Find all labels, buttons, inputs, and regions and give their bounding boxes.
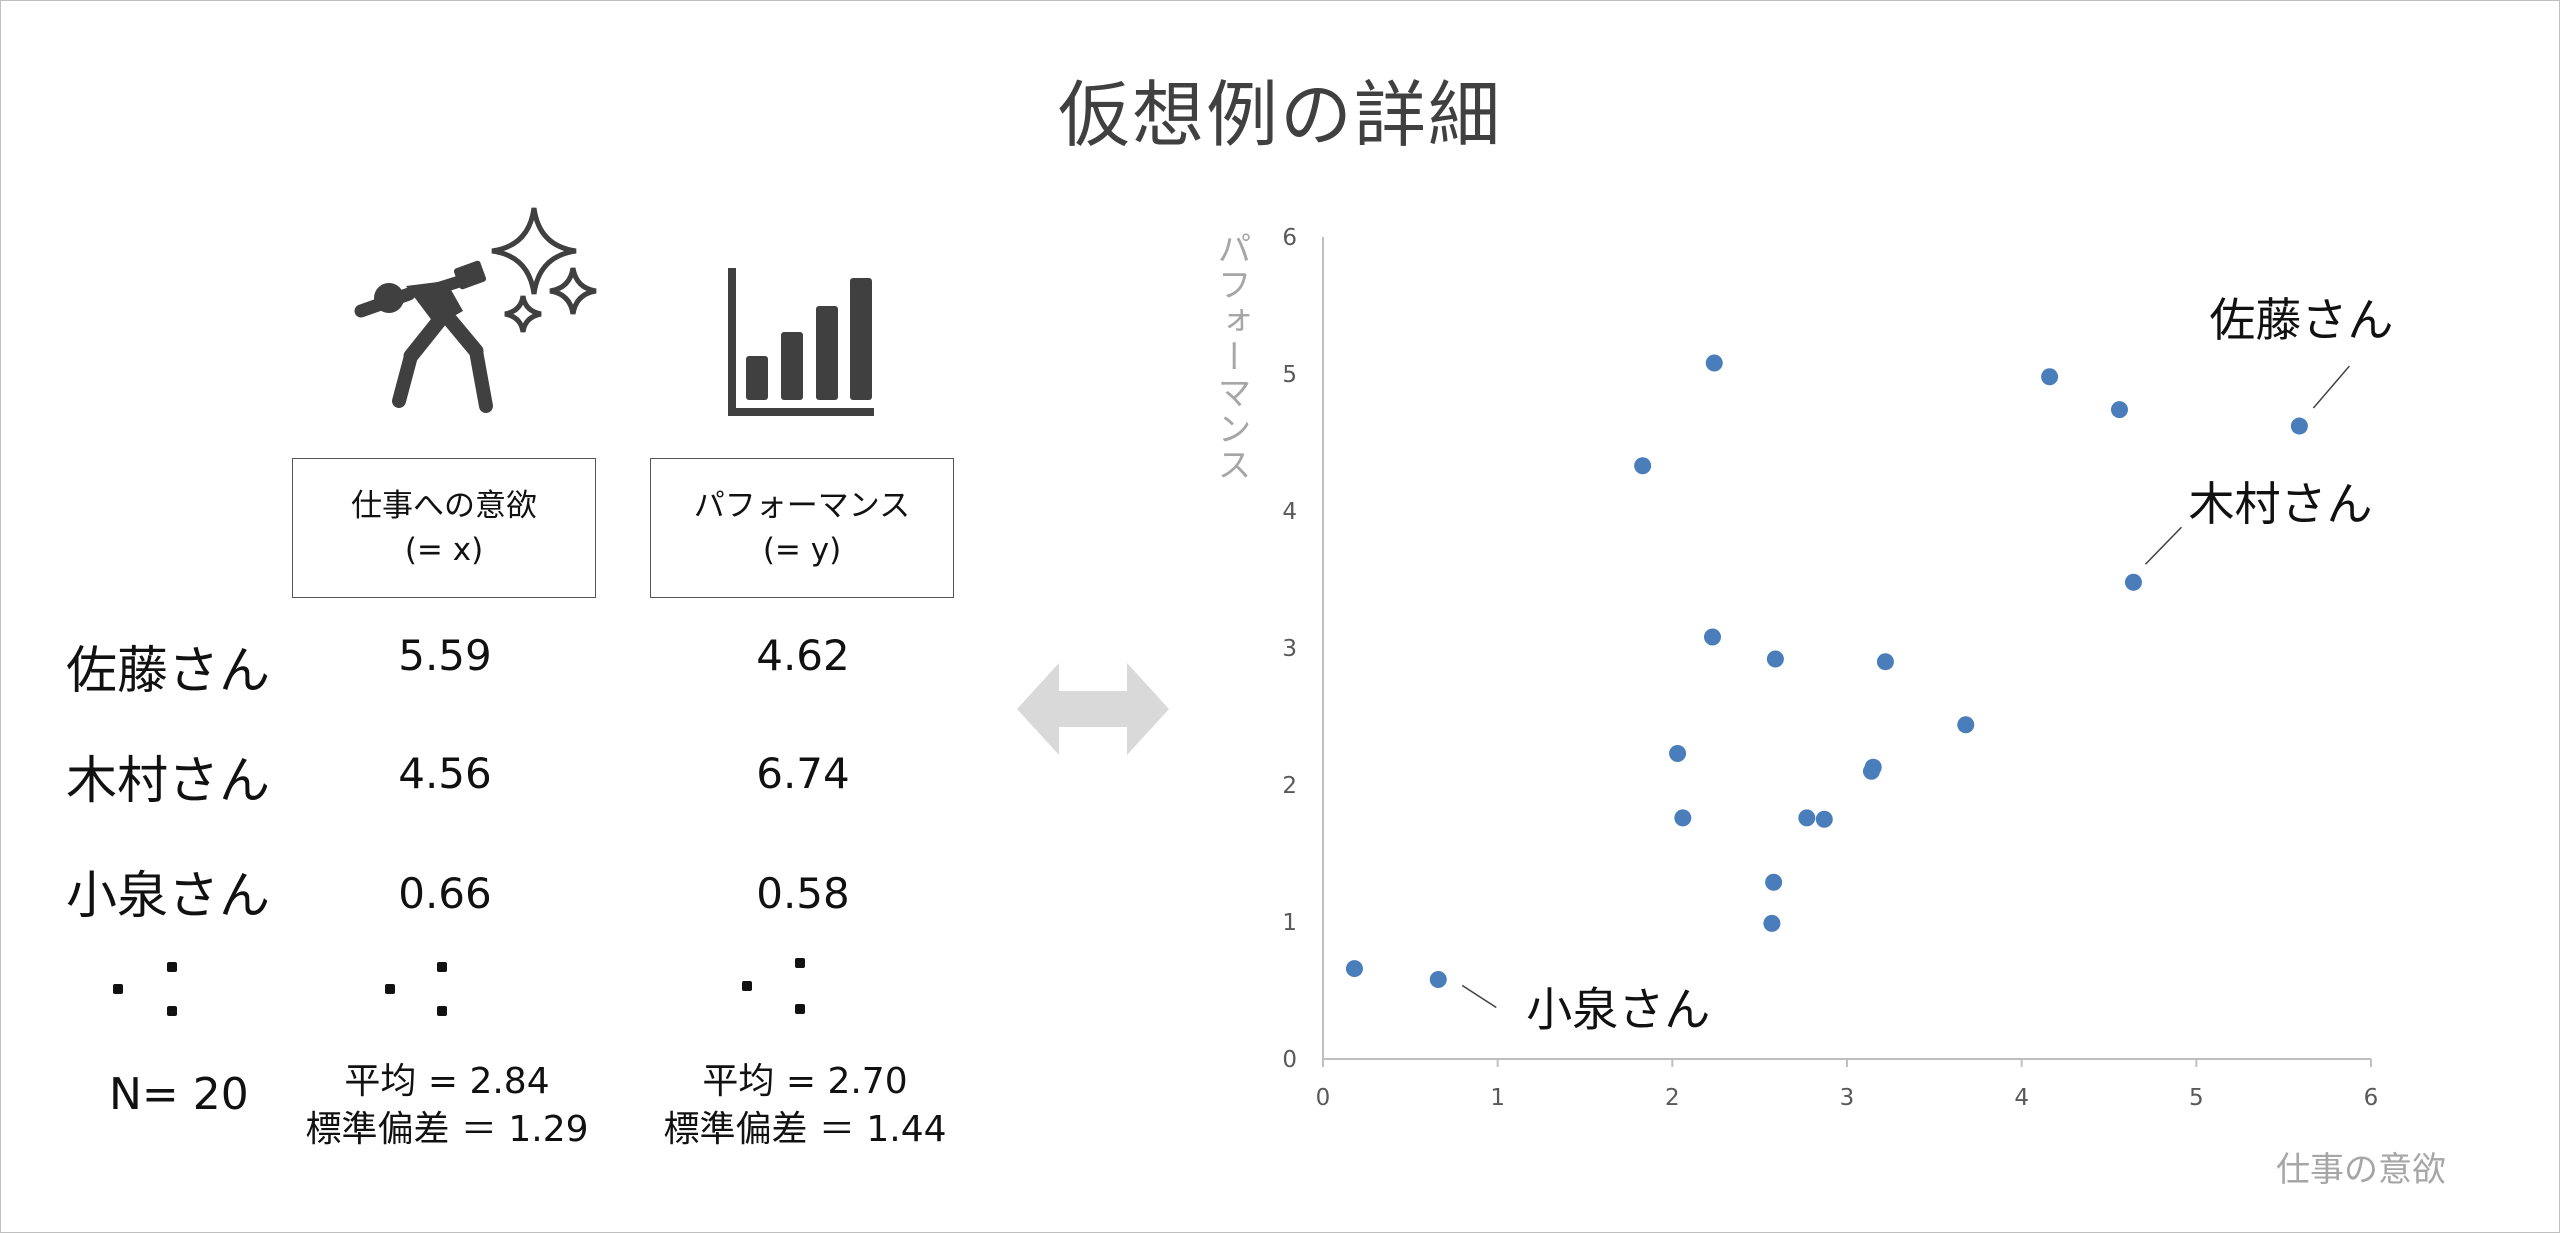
annotation-label: 佐藤さん xyxy=(2209,293,2393,347)
y-stats: 平均 = 2.70 標準偏差 ＝ 1.44 xyxy=(640,1058,970,1154)
sample-size: N= 20 xyxy=(109,1069,249,1120)
data-point xyxy=(1957,716,1975,734)
data-point xyxy=(1674,809,1692,827)
page-title: 仮想例の詳細 xyxy=(1057,73,1502,157)
header-motivation-label: 仕事への意欲 xyxy=(351,488,537,524)
y-tick-label: 6 xyxy=(1282,225,1297,251)
double-arrow-icon xyxy=(1017,663,1169,759)
data-point xyxy=(1634,457,1652,475)
x-tick-label: 5 xyxy=(2189,1085,2204,1111)
x-tick-label: 6 xyxy=(2364,1085,2379,1111)
y-tick-label: 5 xyxy=(1282,362,1297,388)
chart-points xyxy=(1345,354,2308,989)
annotation-label: 小泉さん xyxy=(1526,983,1710,1037)
header-motivation: 仕事への意欲 (= x) xyxy=(292,458,596,598)
data-point xyxy=(1669,744,1687,762)
x-mean: 平均 = 2.84 xyxy=(344,1061,550,1102)
data-point xyxy=(1798,809,1816,827)
data-point xyxy=(1429,971,1447,989)
x-stats: 平均 = 2.84 標準偏差 ＝ 1.29 xyxy=(282,1058,612,1154)
data-point xyxy=(1704,628,1722,646)
data-point xyxy=(2124,573,2142,591)
header-motivation-variable: (= x) xyxy=(404,532,484,568)
chart-axes: 0 1 2 3 4 5 6 0 1 2 3 4 5 6 xyxy=(1282,225,2378,1111)
y-tick-label: 0 xyxy=(1282,1047,1297,1073)
data-point xyxy=(2110,401,2128,419)
y-tick-label: 3 xyxy=(1282,636,1297,662)
data-point xyxy=(1345,960,1363,978)
data-point xyxy=(1815,810,1833,828)
row-x-sato: 5.59 xyxy=(398,631,492,680)
x-tick-label: 2 xyxy=(1665,1085,1680,1111)
row-y-kimura: 6.74 xyxy=(756,749,850,798)
x-tick-label: 0 xyxy=(1316,1085,1331,1111)
annotation-leader-line xyxy=(1461,984,1497,1009)
row-y-sato: 4.62 xyxy=(756,631,850,680)
y-axis-title: パフォーマンス xyxy=(1211,231,1251,483)
bar-chart-icon xyxy=(726,266,876,423)
row-x-kimura: 4.56 xyxy=(398,749,492,798)
y-tick-label: 4 xyxy=(1282,499,1297,525)
data-point xyxy=(2041,368,2059,386)
y-tick-label: 2 xyxy=(1282,773,1297,799)
y-mean: 平均 = 2.70 xyxy=(702,1061,908,1102)
data-point xyxy=(1763,914,1781,932)
x-tick-label: 1 xyxy=(1490,1085,1505,1111)
x-tick-label: 4 xyxy=(2014,1085,2029,1111)
row-name-koizumi: 小泉さん xyxy=(66,867,271,926)
row-name-sato: 佐藤さん xyxy=(66,642,271,701)
x-axis-title: 仕事の意欲 xyxy=(2276,1150,2446,1190)
data-point xyxy=(1705,354,1723,372)
x-tick-label: 3 xyxy=(1840,1085,1855,1111)
header-performance-variable: (= y) xyxy=(762,532,842,568)
row-y-koizumi: 0.58 xyxy=(756,869,850,918)
running-businessman-sparkles-icon xyxy=(351,206,601,425)
row-name-kimura: 木村さん xyxy=(66,752,271,811)
data-point xyxy=(1765,873,1783,891)
row-x-koizumi: 0.66 xyxy=(398,869,492,918)
annotation-label: 木村さん xyxy=(2188,477,2372,531)
data-point xyxy=(1766,650,1784,668)
header-performance-label: パフォーマンス xyxy=(693,488,911,524)
data-point xyxy=(1864,758,1882,776)
annotation-leader-line xyxy=(2144,526,2182,565)
y-tick-label: 1 xyxy=(1282,910,1297,936)
x-sd: 標準偏差 ＝ 1.29 xyxy=(305,1109,589,1150)
data-point xyxy=(2290,417,2308,435)
annotation-leader-line xyxy=(2312,365,2350,409)
y-sd: 標準偏差 ＝ 1.44 xyxy=(663,1109,947,1150)
data-point xyxy=(1876,653,1894,671)
header-performance: パフォーマンス (= y) xyxy=(650,458,954,598)
